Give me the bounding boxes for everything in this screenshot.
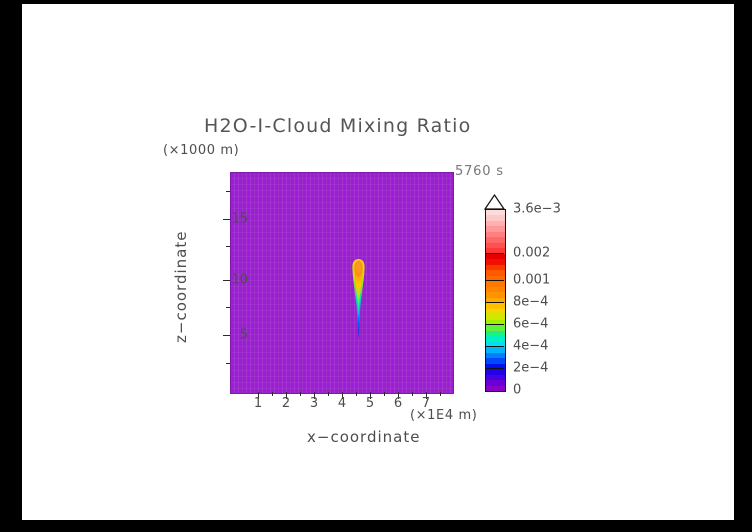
y-tick-label-10: 10 [231, 272, 248, 288]
y-tick-label-15: 15 [231, 211, 248, 227]
colorbar-band [486, 215, 505, 221]
plot-canvas: H2O-I-Cloud Mixing Ratio (×1000 m) 5760 … [22, 4, 734, 520]
colorbar-band [486, 297, 505, 304]
colorbar-band [486, 385, 505, 391]
colorbar-band [486, 220, 505, 227]
x-tick-2 [286, 392, 287, 399]
x-tick-7 [426, 392, 427, 399]
colorbar-band [486, 347, 505, 353]
heatmap-field [230, 172, 454, 394]
colorbar-band [486, 264, 505, 271]
x-tick-label-2: 2 [281, 396, 291, 411]
colorbar [485, 209, 506, 392]
colorbar-band [486, 237, 505, 243]
x-tick-label-5: 5 [365, 396, 375, 411]
colorbar-band [486, 275, 505, 282]
colorbar-tick [485, 324, 504, 326]
colorbar-tick [485, 346, 504, 348]
colorbar-band [486, 319, 505, 326]
x-tick-label-7: 7 [421, 396, 431, 411]
x-tick-minor [412, 392, 413, 396]
colorbar-band [486, 259, 505, 265]
y-axis-title: z−coordinate [172, 230, 190, 343]
colorbar-band [486, 314, 505, 320]
colorbar-band [486, 341, 505, 348]
y-tick-minor [226, 307, 230, 308]
x-tick-label-1: 1 [253, 396, 263, 411]
y-tick-minor [226, 191, 230, 192]
colorbar-tick-label: 3.6e−3 [513, 201, 561, 217]
colorbar-band [486, 330, 505, 337]
colorbar-max-arrow-icon [484, 194, 505, 210]
colorbar-band [486, 374, 505, 381]
x-tick-minor [328, 392, 329, 396]
x-tick-minor [384, 392, 385, 396]
y-tick-10 [223, 280, 230, 281]
y-tick-15 [223, 219, 230, 220]
colorbar-tick-label: 0.002 [513, 245, 551, 261]
colorbar-band [486, 248, 505, 254]
colorbar-tick [485, 252, 504, 254]
colorbar-band [486, 308, 505, 315]
y-axis-unit-label: (×1000 m) [163, 143, 240, 158]
x-tick-5 [370, 392, 371, 399]
colorbar-tick [485, 302, 504, 304]
colorbar-band [486, 286, 505, 293]
y-tick-label-5: 5 [239, 327, 248, 343]
x-tick-1 [258, 392, 259, 399]
colorbar-tick-label: 4e−4 [513, 338, 549, 354]
x-tick-label-4: 4 [337, 396, 347, 411]
colorbar-band [486, 292, 505, 298]
x-tick-label-3: 3 [309, 396, 319, 411]
colorbar-band [486, 253, 505, 260]
x-tick-minor [440, 392, 441, 396]
colorbar-band [486, 369, 505, 375]
x-tick-4 [342, 392, 343, 399]
field-grid-texture [231, 173, 453, 393]
colorbar-band [486, 363, 505, 370]
x-tick-6 [398, 392, 399, 399]
colorbar-band [486, 303, 505, 309]
colorbar-tick-label: 0 [513, 382, 522, 398]
x-tick-3 [314, 392, 315, 399]
colorbar-band [486, 270, 505, 276]
x-tick-minor [356, 392, 357, 396]
colorbar-tick-label: 0.001 [513, 272, 551, 288]
x-axis-title: x−coordinate [307, 428, 421, 446]
colorbar-band [486, 336, 505, 342]
x-axis-unit-label: (×1E4 m) [410, 408, 478, 423]
page-title: H2O-I-Cloud Mixing Ratio [204, 115, 472, 137]
colorbar-band [486, 210, 505, 216]
colorbar-band [486, 231, 505, 238]
colorbar-band [486, 325, 505, 331]
colorbar-band [486, 380, 505, 386]
colorbar-tick-label: 2e−4 [513, 360, 549, 376]
colorbar-band [486, 358, 505, 364]
colorbar-band [486, 226, 505, 232]
x-tick-minor [272, 392, 273, 396]
colorbar-tick-label: 6e−4 [513, 316, 549, 332]
colorbar-tick [485, 280, 504, 282]
colorbar-tick-label: 8e−4 [513, 294, 549, 310]
colorbar-band [486, 352, 505, 359]
cloud-plume-feature [350, 259, 367, 339]
colorbar-band [486, 281, 505, 287]
colorbar-tick [485, 368, 504, 370]
colorbar-band [486, 242, 505, 249]
y-tick-5 [223, 335, 230, 336]
time-annotation: 5760 s [455, 164, 504, 179]
x-tick-minor [300, 392, 301, 396]
y-tick-minor [226, 363, 230, 364]
x-tick-label-6: 6 [393, 396, 403, 411]
y-tick-minor [226, 246, 230, 247]
